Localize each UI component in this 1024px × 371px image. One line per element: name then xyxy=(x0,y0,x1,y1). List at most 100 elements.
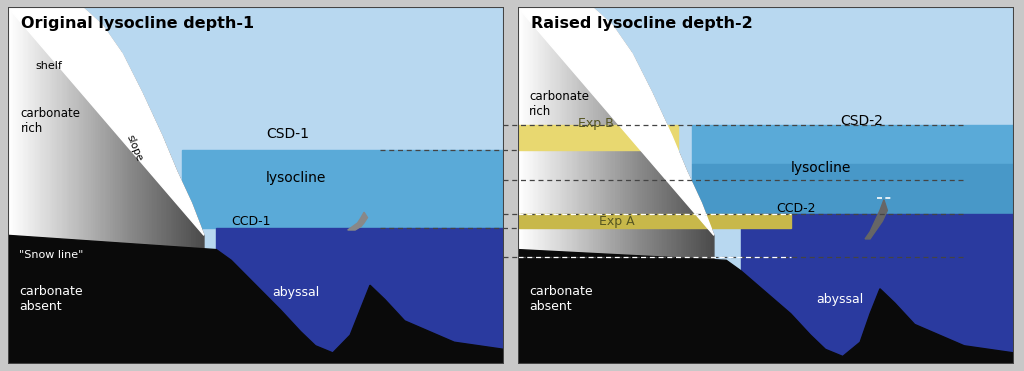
Polygon shape xyxy=(545,7,548,364)
Polygon shape xyxy=(147,105,151,364)
Polygon shape xyxy=(594,9,596,364)
Polygon shape xyxy=(116,45,119,364)
Polygon shape xyxy=(50,7,52,364)
Polygon shape xyxy=(158,126,160,364)
Polygon shape xyxy=(67,7,70,364)
Polygon shape xyxy=(652,95,655,364)
Polygon shape xyxy=(567,7,569,364)
Polygon shape xyxy=(665,121,668,364)
Text: slope: slope xyxy=(125,133,144,163)
Polygon shape xyxy=(57,7,59,364)
Polygon shape xyxy=(40,7,42,364)
Polygon shape xyxy=(712,229,714,364)
Polygon shape xyxy=(181,7,504,150)
Polygon shape xyxy=(680,154,682,364)
Polygon shape xyxy=(608,22,611,364)
Polygon shape xyxy=(677,149,680,364)
Text: "Snow line": "Snow line" xyxy=(19,250,84,260)
Text: carbonate
rich: carbonate rich xyxy=(20,107,81,135)
Polygon shape xyxy=(195,210,197,364)
Polygon shape xyxy=(79,7,82,364)
Polygon shape xyxy=(13,7,15,364)
Text: abyssal: abyssal xyxy=(272,286,319,299)
Polygon shape xyxy=(135,80,138,364)
Polygon shape xyxy=(670,131,673,364)
Polygon shape xyxy=(682,160,685,364)
Polygon shape xyxy=(111,37,114,364)
Polygon shape xyxy=(596,11,599,364)
Polygon shape xyxy=(18,7,20,364)
Polygon shape xyxy=(151,111,153,364)
Polygon shape xyxy=(687,172,689,364)
Polygon shape xyxy=(569,7,572,364)
Polygon shape xyxy=(109,34,111,364)
Polygon shape xyxy=(82,7,84,364)
Text: shelf: shelf xyxy=(36,61,62,71)
Text: carbonate
absent: carbonate absent xyxy=(529,285,593,313)
Text: CCD-1: CCD-1 xyxy=(231,214,270,228)
Polygon shape xyxy=(96,20,98,364)
Polygon shape xyxy=(86,11,89,364)
Polygon shape xyxy=(673,137,675,364)
Polygon shape xyxy=(548,7,550,364)
Polygon shape xyxy=(585,7,587,364)
Polygon shape xyxy=(184,188,186,364)
Polygon shape xyxy=(707,216,709,364)
Polygon shape xyxy=(181,150,504,228)
Text: Original lysocline depth-1: Original lysocline depth-1 xyxy=(20,16,254,31)
Polygon shape xyxy=(587,7,589,364)
Polygon shape xyxy=(140,89,142,364)
Polygon shape xyxy=(580,7,582,364)
Polygon shape xyxy=(191,204,195,364)
Polygon shape xyxy=(138,85,140,364)
Polygon shape xyxy=(172,160,175,364)
Polygon shape xyxy=(54,7,57,364)
Polygon shape xyxy=(20,7,23,364)
Polygon shape xyxy=(520,7,523,364)
Polygon shape xyxy=(741,214,1014,364)
Text: Exp A: Exp A xyxy=(599,214,635,228)
Polygon shape xyxy=(689,177,692,364)
Polygon shape xyxy=(699,198,701,364)
Polygon shape xyxy=(177,172,179,364)
Polygon shape xyxy=(577,7,580,364)
Polygon shape xyxy=(692,183,694,364)
Polygon shape xyxy=(536,7,538,364)
Text: Raised lysocline depth-2: Raised lysocline depth-2 xyxy=(530,16,753,31)
Polygon shape xyxy=(518,7,714,235)
Polygon shape xyxy=(94,17,96,364)
Polygon shape xyxy=(518,214,791,228)
Polygon shape xyxy=(72,7,75,364)
Polygon shape xyxy=(179,177,182,364)
Polygon shape xyxy=(550,7,552,364)
Polygon shape xyxy=(70,7,72,364)
Polygon shape xyxy=(35,7,38,364)
Polygon shape xyxy=(564,7,567,364)
Polygon shape xyxy=(582,7,585,364)
Polygon shape xyxy=(621,37,624,364)
Polygon shape xyxy=(33,7,35,364)
Polygon shape xyxy=(128,65,130,364)
Polygon shape xyxy=(557,7,560,364)
Polygon shape xyxy=(145,100,147,364)
Polygon shape xyxy=(47,7,50,364)
Polygon shape xyxy=(626,45,629,364)
Polygon shape xyxy=(525,7,528,364)
Polygon shape xyxy=(65,7,67,364)
Polygon shape xyxy=(8,235,504,364)
Polygon shape xyxy=(523,7,525,364)
Polygon shape xyxy=(532,7,536,364)
Polygon shape xyxy=(119,48,121,364)
Polygon shape xyxy=(170,154,172,364)
Polygon shape xyxy=(624,41,626,364)
Polygon shape xyxy=(675,143,677,364)
Polygon shape xyxy=(348,212,368,230)
Polygon shape xyxy=(15,7,18,364)
Polygon shape xyxy=(45,7,47,364)
Polygon shape xyxy=(694,188,696,364)
Polygon shape xyxy=(636,60,638,364)
Text: CSD-2: CSD-2 xyxy=(841,114,883,128)
Polygon shape xyxy=(167,149,170,364)
Polygon shape xyxy=(38,7,40,364)
Polygon shape xyxy=(189,198,191,364)
